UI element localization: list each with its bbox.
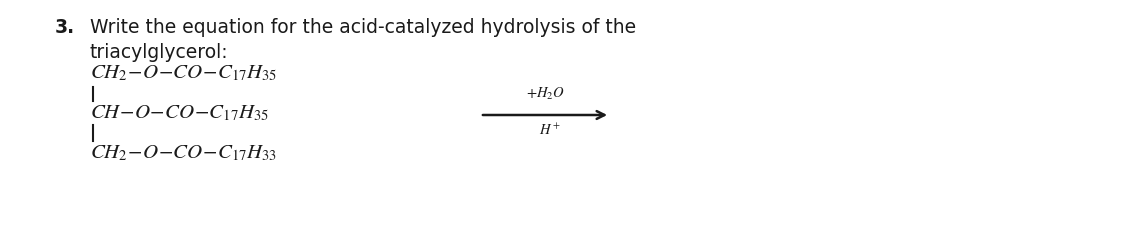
Text: Write the equation for the acid-catalyzed hydrolysis of the: Write the equation for the acid-catalyze… (90, 18, 636, 37)
Text: $CH_2\!-\!O\!-\!CO\!-\!C_{17}H_{35}$: $CH_2\!-\!O\!-\!CO\!-\!C_{17}H_{35}$ (90, 63, 278, 83)
Text: triacylglycerol:: triacylglycerol: (90, 43, 228, 62)
Text: $H^+$: $H^+$ (539, 123, 561, 138)
Text: $CH_2\!-\!O\!-\!CO\!-\!C_{17}H_{33}$: $CH_2\!-\!O\!-\!CO\!-\!C_{17}H_{33}$ (90, 143, 277, 163)
Text: $CH\!-\!O\!-\!CO\!-\!C_{17}H_{35}$: $CH\!-\!O\!-\!CO\!-\!C_{17}H_{35}$ (90, 103, 269, 123)
Text: $+H_2O$: $+H_2O$ (525, 86, 565, 102)
Text: 3.: 3. (55, 18, 75, 37)
